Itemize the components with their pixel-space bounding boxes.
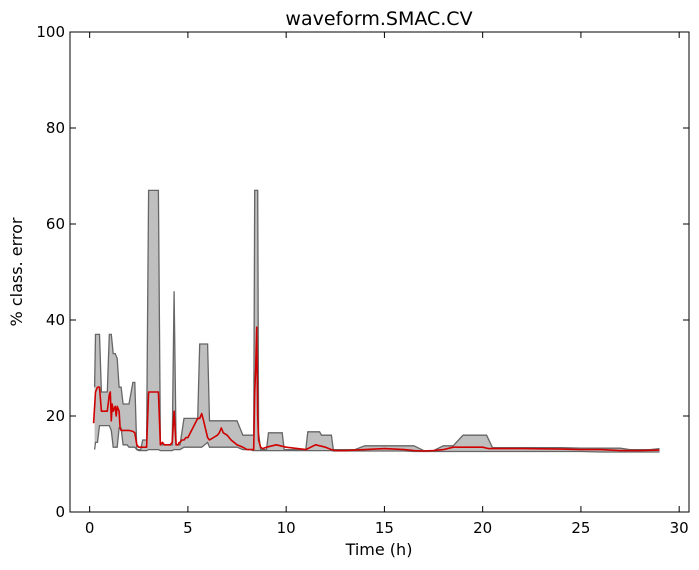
y-tick-label: 0 (55, 503, 65, 521)
y-axis-label: % class. error (7, 217, 26, 326)
chart-title: waveform.SMAC.CV (285, 8, 472, 30)
y-tick-label: 20 (46, 407, 65, 425)
plot-frame (69, 31, 690, 513)
error-band-area (94, 190, 660, 452)
plot-area (92, 189, 660, 453)
x-tick-label: 10 (277, 519, 296, 537)
y-tick-label: 100 (36, 23, 65, 41)
x-tick-label: 5 (183, 519, 193, 537)
x-tick-label: 0 (85, 519, 95, 537)
y-tick-label: 80 (46, 119, 65, 137)
axis-ticks: 0 5 10 15 20 25 30 0 20 40 60 80 100 (36, 23, 689, 537)
y-tick-label: 60 (46, 215, 65, 233)
error-band-upper-edge (93, 189, 660, 452)
x-axis-label: Time (h) (345, 540, 413, 559)
x-tick-label: 15 (375, 519, 394, 537)
mean-error-line (92, 326, 660, 452)
y-tick-label: 40 (46, 311, 65, 329)
x-tick-label: 20 (473, 519, 492, 537)
x-tick-label: 30 (670, 519, 689, 537)
x-tick-label: 25 (571, 519, 590, 537)
